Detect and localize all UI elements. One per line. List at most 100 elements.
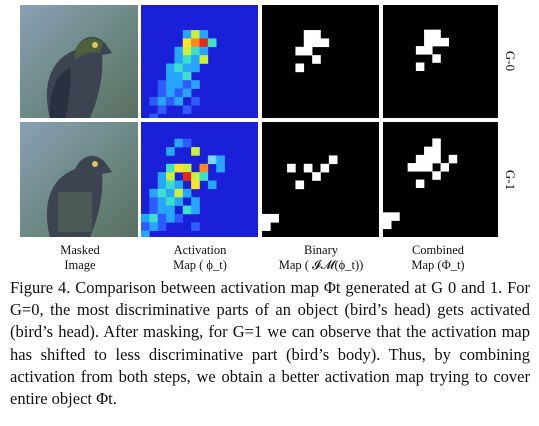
activation-cell (191, 172, 200, 181)
activation-cell (141, 213, 150, 223)
masked-image-g0 (20, 5, 138, 118)
activation-cell (174, 213, 184, 223)
activation-cell (149, 188, 159, 198)
activation-cell (174, 180, 184, 190)
activation-cell (199, 46, 209, 56)
mask-cell (262, 222, 271, 231)
column-label-activation-map: Activation Map ( ϕ_t) (145, 243, 255, 273)
mask-cell (303, 46, 313, 56)
activation-cell (166, 63, 175, 73)
activation-cell (141, 222, 150, 231)
mask-cell (440, 163, 450, 172)
mask-cell (383, 220, 392, 230)
activation-cell (157, 172, 167, 181)
mask-cell (415, 62, 425, 72)
activation-cell (182, 105, 192, 114)
mask-cell (295, 180, 305, 190)
activation-cell (191, 55, 200, 64)
column-label-line1: Activation (173, 243, 227, 257)
activation-cell (174, 80, 184, 89)
mask-cell (320, 163, 330, 173)
activation-cell (157, 205, 167, 215)
activation-cell (182, 172, 192, 181)
activation-cell (182, 188, 192, 198)
activation-cell (191, 46, 200, 56)
column-label-line2: Image (64, 258, 96, 272)
figure-caption-label: Figure 4. (10, 278, 71, 297)
activation-cell (182, 163, 192, 173)
activation-cell (149, 205, 159, 215)
activation-cell (174, 71, 184, 81)
masked-image-g1 (20, 122, 138, 237)
activation-cell (199, 163, 209, 173)
mask-cell (415, 46, 425, 55)
activation-cell (166, 172, 175, 181)
activation-map-g0 (141, 5, 258, 118)
activation-cell (191, 30, 200, 39)
figure-caption-text: Comparison between activation map Φt gen… (10, 278, 530, 409)
mask-cell (415, 179, 425, 189)
activation-cell (207, 180, 217, 190)
activation-cell (157, 180, 167, 190)
figure-caption: Figure 4. Comparison between activation … (10, 277, 530, 410)
mask-cell (295, 63, 305, 73)
activation-cell (157, 213, 167, 223)
mask-cell (424, 163, 433, 172)
column-label-combined-map: Combined Map (Φ_t) (383, 243, 493, 273)
mask-cell (415, 163, 425, 172)
activation-cell (182, 88, 192, 98)
mask-cell (303, 38, 313, 48)
activation-cell (191, 180, 200, 190)
row-label-g1: G-1 (503, 169, 519, 191)
activation-cell (191, 80, 200, 89)
mask-cell (424, 46, 433, 55)
activation-cell (191, 63, 200, 73)
activation-cell (174, 63, 184, 73)
mask-cell (295, 46, 305, 56)
mask-cell (270, 213, 280, 223)
binary-map-g1 (262, 122, 379, 237)
mask-cell (424, 37, 433, 47)
activation-cell (182, 30, 192, 39)
activation-cell (149, 213, 159, 223)
activation-cell (191, 96, 200, 106)
activation-cell (191, 38, 200, 48)
combined-map-g0 (383, 5, 498, 118)
activation-cell (207, 155, 217, 165)
activation-cell (216, 163, 225, 173)
activation-cell (182, 46, 192, 56)
mask-cell (432, 138, 441, 147)
activation-cell (166, 71, 175, 81)
activation-cell (174, 96, 184, 106)
mask-cell (424, 154, 433, 164)
activation-cell (157, 96, 167, 106)
activation-cell (182, 55, 192, 64)
mask-cell (262, 213, 271, 223)
activation-cell (166, 96, 175, 106)
activation-cell (166, 213, 175, 223)
mask-cell (432, 146, 441, 156)
activation-cell (174, 163, 184, 173)
activation-cell (174, 88, 184, 98)
mask-cell (407, 163, 417, 172)
activation-cell (157, 197, 167, 206)
row-label-g0: G-0 (503, 50, 519, 72)
activation-cell (166, 80, 175, 89)
mask-cell (312, 38, 321, 48)
activation-cell (207, 38, 217, 48)
activation-cell (199, 30, 209, 39)
activation-cell (157, 105, 167, 114)
mask-cell (303, 30, 313, 39)
activation-cell (199, 55, 209, 64)
mask-cell (432, 29, 441, 39)
activation-cell (166, 197, 175, 206)
activation-cell (141, 230, 150, 237)
activation-cell (174, 55, 184, 64)
activation-cell (149, 96, 159, 106)
mask-cell (432, 54, 441, 63)
activation-cell (182, 205, 192, 215)
column-label-binary-map: Binary Map ( 𝓘𝓜(ϕ_t)) (266, 243, 376, 273)
activation-cell (191, 147, 200, 156)
mask-cell (432, 37, 441, 47)
mask-cell (320, 38, 330, 48)
